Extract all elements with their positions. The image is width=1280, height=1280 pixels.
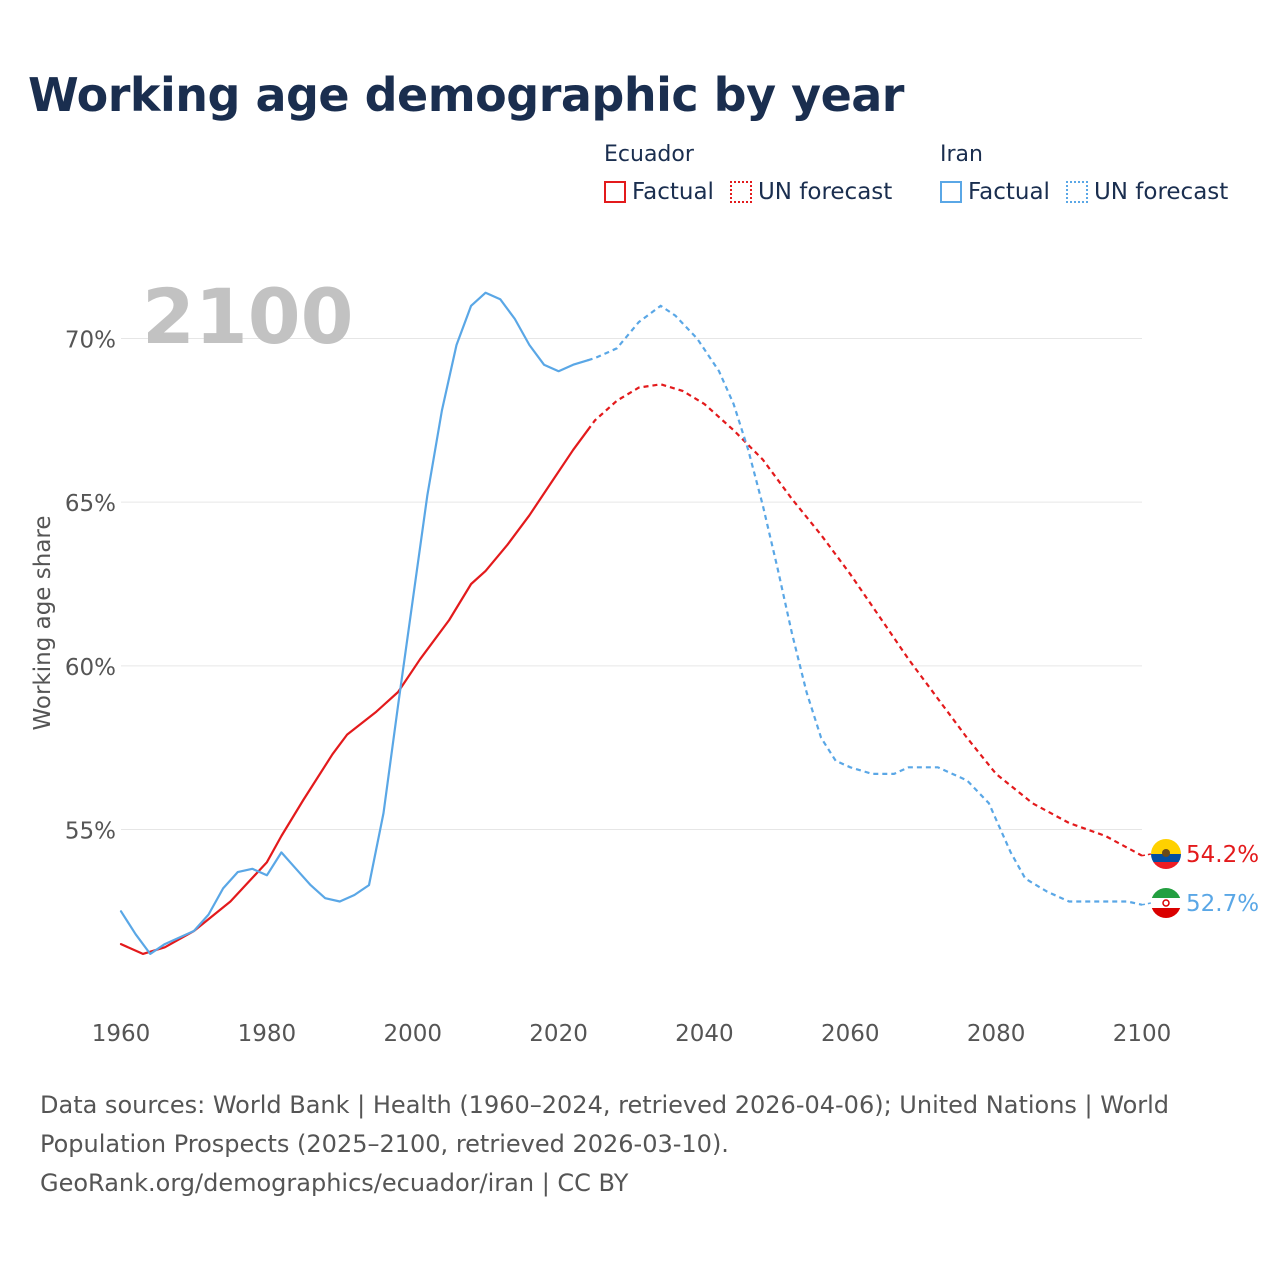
series-line-iran-forecast xyxy=(587,304,1143,906)
end-value-label-ecuador: 54.2% xyxy=(1186,842,1259,868)
legend-swatch-solid xyxy=(604,181,626,203)
flag-ecuador-icon xyxy=(1151,839,1181,869)
end-label-leader xyxy=(1141,853,1152,857)
x-tick-label: 2100 xyxy=(1113,1021,1172,1047)
x-tick-label: 2040 xyxy=(675,1021,734,1047)
y-tick-label: 65% xyxy=(65,491,116,517)
x-tick-label: 1980 xyxy=(238,1021,297,1047)
line-chart: 55% 60% 65% 70% 1960 1980 2000 2020 2040 2060 2080… xyxy=(30,272,1259,1047)
y-axis-label: Working age share xyxy=(30,515,56,730)
footer: Data sources: World Bank | Health (1960–… xyxy=(40,1086,1240,1203)
legend-swatch-dotted xyxy=(729,181,752,203)
x-tick-label: 2020 xyxy=(529,1021,588,1047)
legend-group-name: Iran xyxy=(940,142,983,167)
series-line-iran-factual xyxy=(119,291,589,955)
credit-link[interactable]: GeoRank.org/demographics/ecuador/iran | … xyxy=(40,1169,629,1197)
legend-label: Factual xyxy=(968,179,1050,205)
legend-item-iran-factual[interactable]: Factual xyxy=(940,179,1050,205)
legend-label: Factual xyxy=(632,179,714,205)
legend-item-ecuador-forecast[interactable]: UN forecast xyxy=(729,179,893,205)
x-tick-label: 2000 xyxy=(383,1021,442,1047)
legend-swatch-dotted xyxy=(1065,181,1088,203)
legend-group-iran: Iran Factual UN forecast xyxy=(940,142,1228,205)
x-tick-label: 2060 xyxy=(821,1021,880,1047)
legend-label: UN forecast xyxy=(1093,179,1229,205)
legend-group-name: Ecuador xyxy=(604,142,694,167)
legend-item-iran-forecast[interactable]: UN forecast xyxy=(1065,179,1229,205)
x-tick-label: 2080 xyxy=(967,1021,1026,1047)
flag-iran-icon xyxy=(1151,888,1181,918)
data-sources-text: Data sources: World Bank | Health (1960–… xyxy=(40,1091,1170,1158)
end-value-label-iran: 52.7% xyxy=(1186,891,1259,917)
series-line-ecuador-factual xyxy=(119,429,589,955)
legend-label: UN forecast xyxy=(757,179,893,205)
year-watermark: 2100 xyxy=(142,272,354,361)
legend-swatch-solid xyxy=(940,181,962,203)
end-label-leader xyxy=(1141,902,1152,906)
y-tick-label: 70% xyxy=(65,328,116,354)
x-tick-label: 1960 xyxy=(92,1021,151,1047)
y-tick-label: 60% xyxy=(65,655,116,681)
legend-item-ecuador-factual[interactable]: Factual xyxy=(604,179,714,205)
series-line-ecuador-forecast xyxy=(586,383,1143,857)
legend-group-ecuador: Ecuador Factual UN forecast xyxy=(604,142,892,205)
y-tick-label: 55% xyxy=(65,819,116,845)
page-title: Working age demographic by year xyxy=(28,68,905,122)
